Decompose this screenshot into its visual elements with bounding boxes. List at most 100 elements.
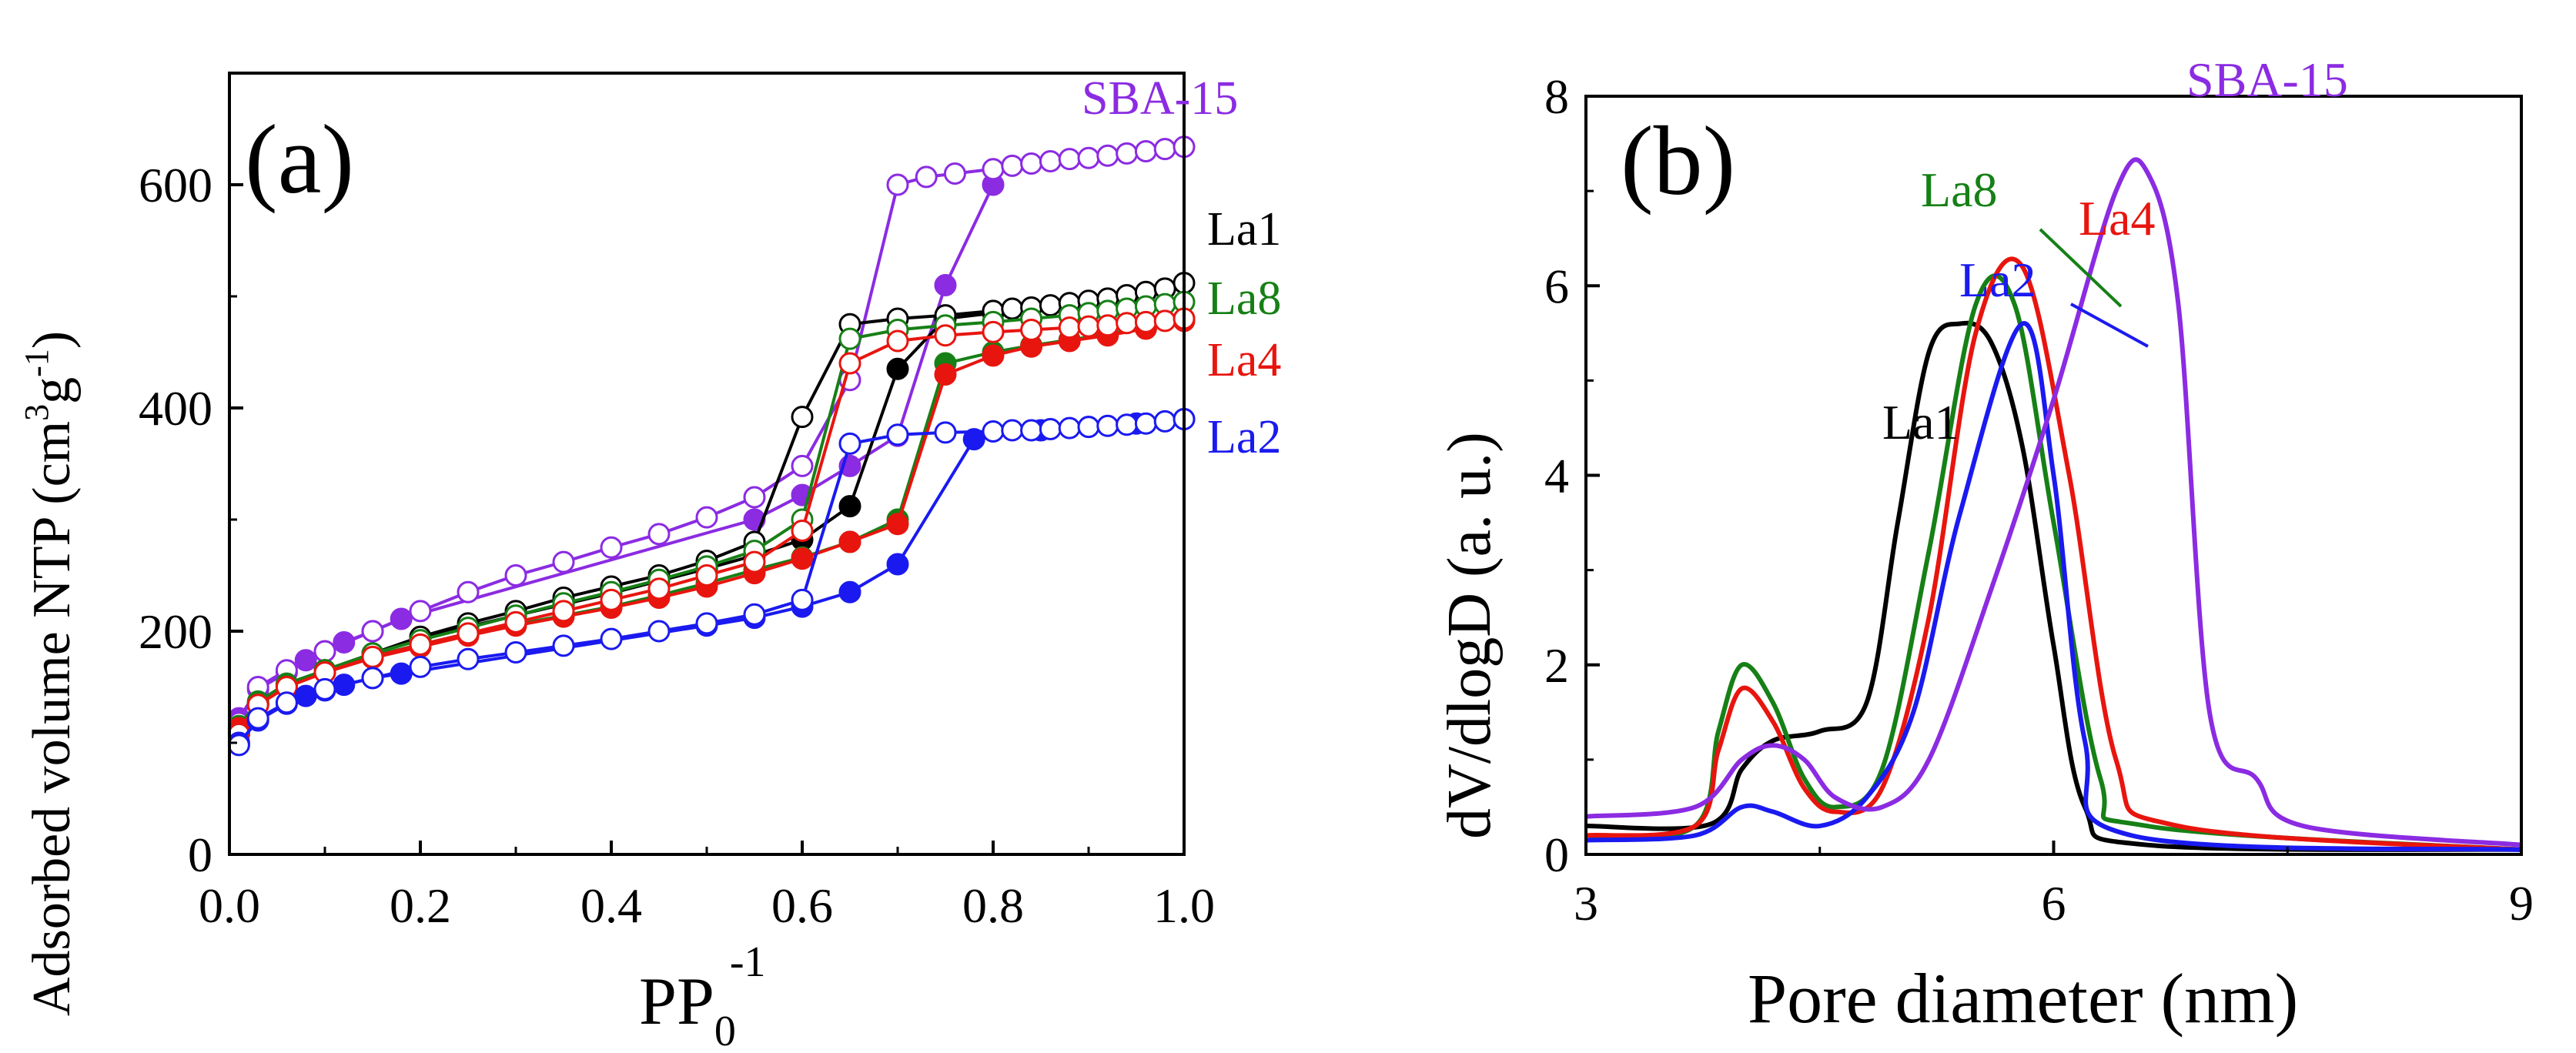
panel-b-xtick-label: 3 xyxy=(1574,876,1598,931)
desorption-point xyxy=(409,633,432,656)
panel-b-ylabel: dV/dlogD (a. u.) xyxy=(1436,432,1504,839)
desorption-point xyxy=(409,655,432,678)
adsorption-point xyxy=(390,607,413,630)
panel-a-label-la4: La4 xyxy=(1207,334,1281,386)
panel-a-ytick-label: 600 xyxy=(139,158,212,212)
series-la2 xyxy=(227,408,1196,757)
adsorption-point xyxy=(934,363,957,386)
desorption-point xyxy=(886,423,909,446)
panel-a-label-sba15: SBA-15 xyxy=(1082,72,1238,125)
series-sba-15 xyxy=(227,135,1196,734)
panel-b-label-la2: La2 xyxy=(1959,252,2036,307)
desorption-point xyxy=(1116,413,1139,436)
panel-a-label-la8: La8 xyxy=(1207,272,1281,325)
panel-a-xlabel: PP0-1 xyxy=(639,938,766,1053)
panel-a-xtick-label: 1.0 xyxy=(1153,878,1215,933)
desorption-point xyxy=(1077,416,1100,439)
desorption-point xyxy=(743,603,766,626)
panel-b-leader-la2 xyxy=(2070,303,2149,348)
panel-b-ytick-label: 2 xyxy=(1544,638,1569,693)
desorption-point xyxy=(504,564,527,587)
desorption-point xyxy=(313,677,336,700)
curve-la8 xyxy=(1585,273,2522,852)
desorption-point xyxy=(600,536,623,559)
adsorption-point xyxy=(333,631,356,654)
panel-a-label-la2: La2 xyxy=(1207,411,1281,463)
desorption-point xyxy=(1058,416,1081,440)
desorption-point xyxy=(1153,138,1176,161)
desorption-point xyxy=(552,600,575,623)
desorption-point xyxy=(1096,314,1119,337)
desorption-point xyxy=(1039,294,1062,317)
panel-b-ytick-label: 4 xyxy=(1544,449,1569,503)
desorption-point xyxy=(743,486,766,509)
desorption-point xyxy=(982,420,1005,443)
adsorption-point xyxy=(886,357,909,380)
panel-b-label-la1: La1 xyxy=(1882,395,1959,450)
desorption-point xyxy=(1096,414,1119,437)
desorption-point xyxy=(982,320,1005,343)
panel-a-label: (a) xyxy=(245,105,354,214)
curve-la2 xyxy=(1585,321,2522,852)
desorption-point xyxy=(275,691,298,714)
desorption-point xyxy=(695,564,718,587)
adsorption-point xyxy=(390,662,413,685)
desorption-point xyxy=(886,173,909,196)
series-la4 xyxy=(227,307,1196,745)
panel-a-ytick-label: 400 xyxy=(139,381,212,436)
panel-a-ylabel: Adsorbed volume NTP (cm3g-1) xyxy=(18,331,82,1016)
panel-a-series-layer xyxy=(227,135,1196,757)
desorption-point xyxy=(1134,140,1157,162)
desorption-point xyxy=(600,627,623,650)
adsorption-point xyxy=(838,495,861,518)
panel-a-xtick-label: 0.0 xyxy=(199,878,260,933)
desorption-point xyxy=(647,577,671,600)
adsorption-point xyxy=(934,274,957,296)
desorption-point xyxy=(1001,419,1024,442)
desorption-point xyxy=(1134,412,1157,435)
adsorption-point xyxy=(982,344,1005,367)
panel-a-xtick-label: 0.2 xyxy=(390,878,451,933)
desorption-point xyxy=(1020,319,1043,341)
adsorption-point xyxy=(791,547,814,570)
desorption-point xyxy=(1020,419,1043,442)
panel-b-label-la8: La8 xyxy=(1921,162,1998,217)
desorption-point xyxy=(743,550,766,573)
desorption-point xyxy=(647,523,671,546)
panel-b-series-layer xyxy=(1585,157,2522,852)
desorption-point xyxy=(695,612,718,635)
desorption-point xyxy=(552,634,575,657)
adsorption-point xyxy=(886,553,909,576)
desorption-point xyxy=(791,588,814,611)
desorption-point xyxy=(504,641,527,664)
panel-a-isotherms: 0.0 0.2 0.4 0.6 0.8 1.0 0 200 400 600 (a) Adsorbe… xyxy=(18,72,1281,1053)
desorption-point xyxy=(409,600,432,623)
curve-la4 xyxy=(1585,256,2522,852)
desorption-point xyxy=(1116,142,1139,165)
panel-b-xtick-label: 6 xyxy=(2042,876,2066,931)
adsorption-point xyxy=(333,674,356,697)
desorption-point xyxy=(1039,418,1062,441)
desorption-point xyxy=(982,158,1005,181)
panel-b-ticks: 3 6 9 0 2 4 6 8 xyxy=(1544,69,2534,931)
desorption-point xyxy=(1020,152,1043,175)
curve-sba-15 xyxy=(1585,157,2522,847)
desorption-point xyxy=(1153,309,1176,333)
panel-b-ytick-label: 6 xyxy=(1544,259,1569,313)
desorption-point xyxy=(504,610,527,633)
desorption-point xyxy=(361,667,384,690)
panel-a-label-la1: La1 xyxy=(1207,203,1281,256)
desorption-point xyxy=(457,580,480,603)
panel-a-ytick-label: 0 xyxy=(188,827,212,882)
panel-a-ticks: 0.0 0.2 0.4 0.6 0.8 1.0 0 200 400 600 xyxy=(139,158,1215,933)
desorption-point xyxy=(361,620,384,643)
desorption-point xyxy=(943,162,966,185)
panel-b-pore-size-distribution: 3 6 9 0 2 4 6 8 (b) dV/dlogD (a. u.) Pore diame… xyxy=(1436,52,2534,1038)
desorption-point xyxy=(552,550,575,573)
desorption-point xyxy=(838,352,861,375)
desorption-point xyxy=(457,622,480,645)
desorption-point xyxy=(1001,154,1024,177)
desorption-point xyxy=(1077,315,1100,338)
adsorption-point xyxy=(294,684,317,707)
